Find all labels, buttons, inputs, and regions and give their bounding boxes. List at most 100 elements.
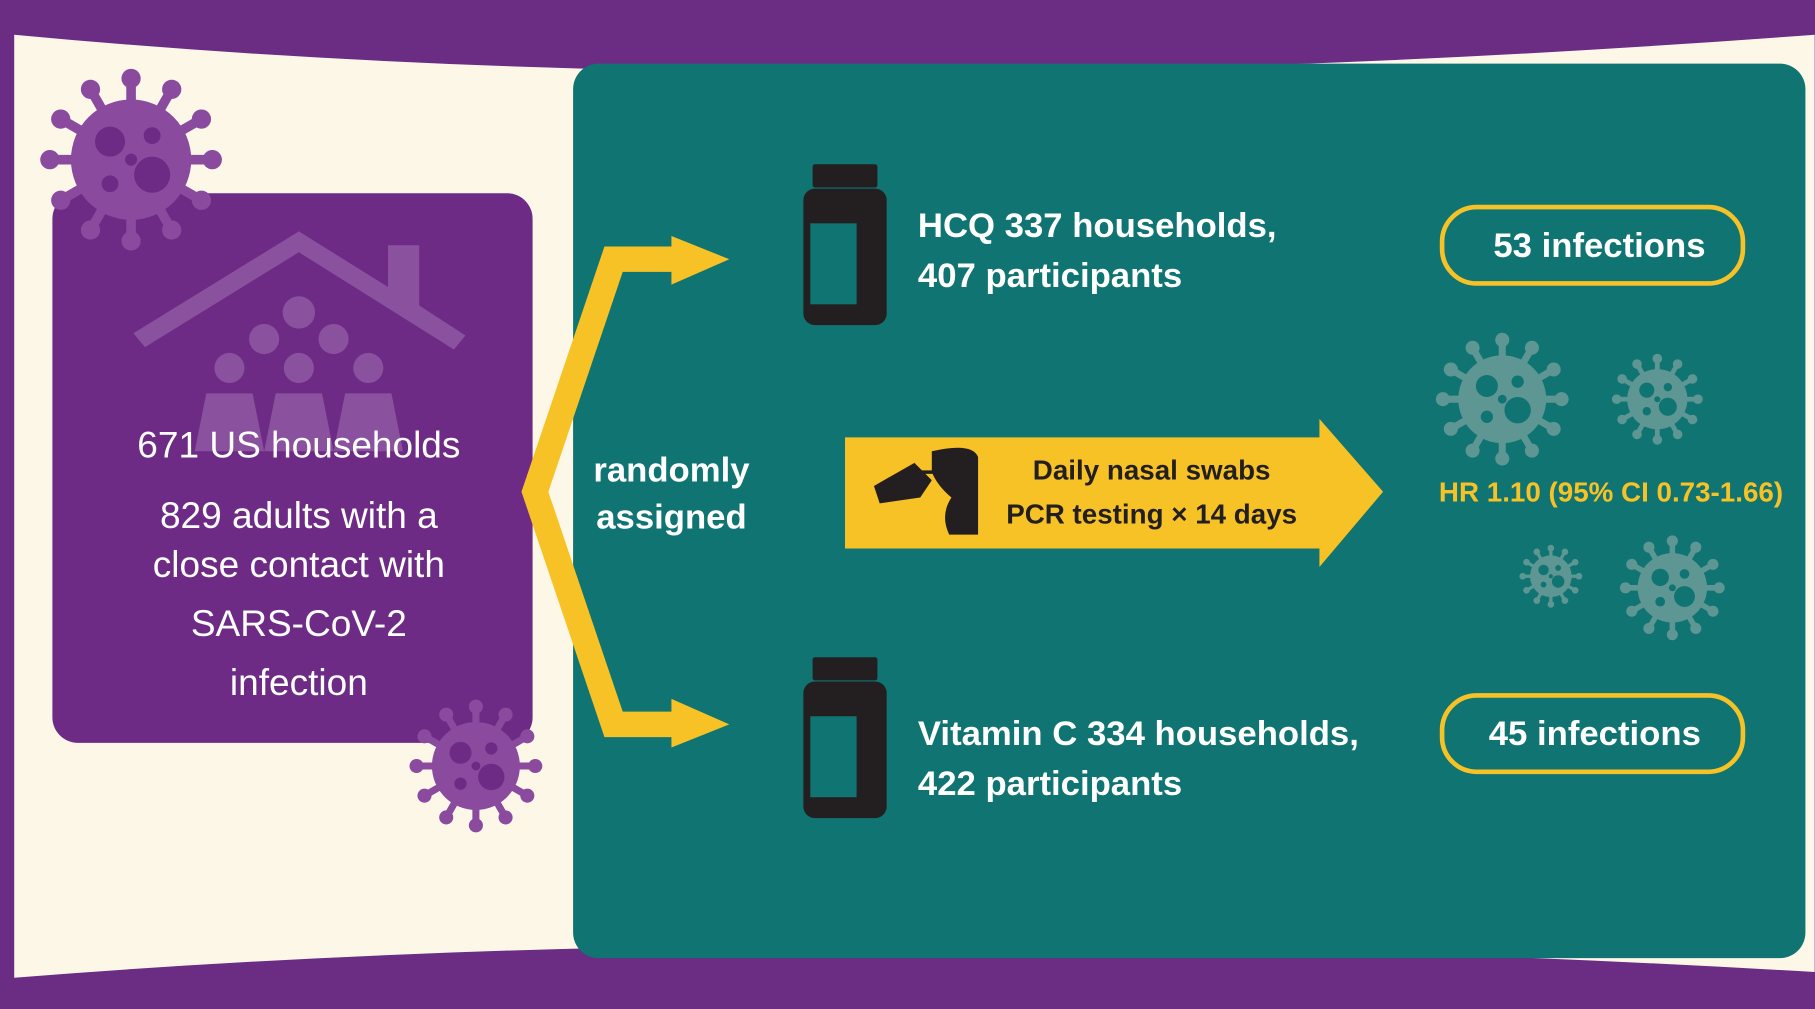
spike-tip [1519, 572, 1527, 580]
spike-tip [162, 220, 182, 240]
outcome-text: 53 infections [1493, 227, 1705, 265]
virus-dot [485, 742, 498, 755]
spike-tip [1690, 622, 1702, 634]
virus-dot [1551, 575, 1565, 588]
outcome-box [1439, 693, 1746, 775]
spike-tip [1523, 586, 1530, 594]
outcome-box [1439, 204, 1746, 286]
spike-tip [1435, 392, 1450, 407]
virus-dot [1497, 394, 1507, 404]
population-box [52, 193, 533, 743]
virus [1519, 544, 1583, 608]
virus [1619, 535, 1725, 641]
spike-tip [1611, 394, 1622, 405]
spike-tip [1643, 622, 1655, 634]
population-text: 829 adults with a [160, 494, 438, 536]
virus-dot [1651, 568, 1669, 587]
spike-tip [121, 68, 141, 89]
virus-dot [1679, 569, 1690, 579]
virus-dot [1555, 564, 1562, 571]
spike-tip [1617, 414, 1627, 425]
spike-tip [80, 220, 101, 240]
spike-tip [1523, 558, 1530, 566]
spike-tip [1547, 601, 1555, 608]
procedure-arrow [845, 418, 1384, 567]
spike-tip [520, 788, 535, 803]
spike-tip [1707, 558, 1719, 570]
spike-tip [417, 729, 432, 744]
spike-tip [1571, 586, 1579, 594]
spike-tip [1547, 544, 1555, 552]
spike-tip [1495, 332, 1510, 347]
virus-dot [1642, 407, 1651, 416]
spike-tip [1632, 429, 1642, 440]
spike-tip [1672, 359, 1683, 369]
spike-tip [1619, 582, 1632, 594]
arm-text: 407 participants [918, 257, 1182, 295]
virus-dot [134, 156, 171, 193]
virus-dot [1475, 375, 1498, 398]
spike-tip [1524, 443, 1539, 458]
spike-tip [1465, 340, 1480, 355]
spike-tip [1546, 362, 1561, 377]
swab-icon [873, 447, 979, 535]
virus [409, 699, 543, 833]
assignment-bracket [521, 246, 689, 738]
spike-tip [1617, 374, 1627, 384]
population-text: 671 US households [137, 424, 460, 466]
spike-tip [528, 758, 543, 774]
spike-tip [1652, 353, 1663, 364]
virus [1435, 332, 1569, 466]
spike-tip [520, 729, 535, 744]
spike-tip [1443, 362, 1458, 377]
spike-tip [1690, 541, 1702, 553]
spike-tip [1554, 392, 1569, 407]
spike-tip [1632, 359, 1642, 369]
spike-tip [1666, 535, 1678, 547]
spike-tip [498, 810, 513, 825]
spike-tip [1672, 429, 1683, 440]
virus-dot [454, 777, 467, 790]
pill-bottle [803, 164, 887, 326]
spike-tip [1626, 605, 1638, 617]
population-text: infection [230, 661, 368, 703]
pill-bottle [803, 657, 887, 819]
arrowhead [671, 698, 730, 748]
spike-tip [1546, 421, 1561, 436]
spike-tip [1561, 597, 1569, 604]
virus-dot [471, 761, 481, 771]
virus-dot [1674, 586, 1695, 607]
arm-text: Vitamin C 334 households, [918, 715, 1359, 753]
virus-dot [125, 153, 138, 166]
spike-tip [1666, 629, 1678, 641]
spike-tip [191, 190, 212, 210]
virus-dot [1480, 410, 1494, 423]
spike-tip [1533, 548, 1541, 556]
virus-dot [1511, 375, 1524, 388]
virus-dot [1639, 382, 1655, 398]
virus-dot [1668, 584, 1676, 592]
spike-tip [409, 758, 424, 774]
procedure-text: Daily nasal swabs [1033, 454, 1271, 485]
virus-dot [478, 763, 505, 791]
virus-dot [1658, 397, 1677, 416]
virus-dot [1538, 564, 1549, 576]
virus-dot [1504, 397, 1531, 424]
spike-tip [1693, 394, 1703, 405]
spike-tip [1707, 605, 1719, 617]
virus-dot [1540, 581, 1547, 588]
arm-text: 422 participants [918, 765, 1182, 803]
household-icon [133, 231, 466, 452]
spike-tip [162, 79, 182, 99]
spike-tip [1495, 451, 1510, 466]
spike-tip [80, 79, 101, 99]
spike-tip [498, 707, 513, 722]
outcome-text: 45 infections [1489, 715, 1701, 753]
spike-tip [1652, 435, 1663, 445]
spike-tip [1533, 597, 1541, 604]
virus-dot [101, 175, 119, 193]
spike-tip [1643, 541, 1655, 553]
virus-dot [1548, 574, 1553, 579]
